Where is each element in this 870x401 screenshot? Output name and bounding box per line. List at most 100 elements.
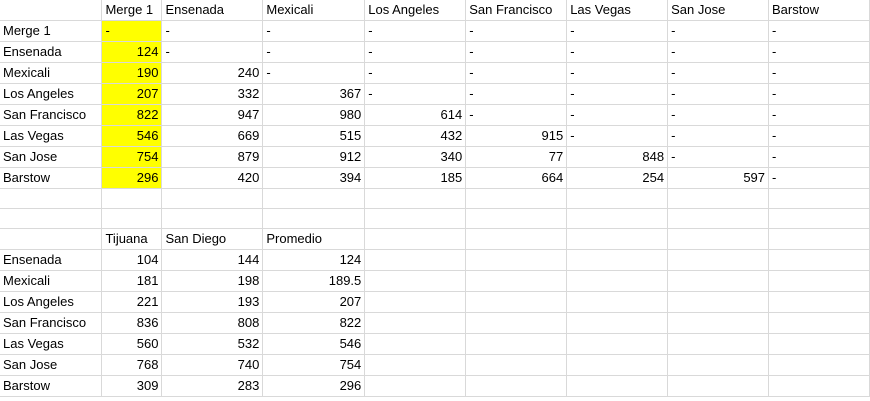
empty-cell[interactable] [364,228,467,250]
distance-cell[interactable]: - [667,104,770,126]
empty-cell[interactable] [0,188,103,209]
empty-cell[interactable] [768,375,870,397]
distance-cell[interactable]: 848 [566,146,669,168]
distance-cell[interactable]: - [667,41,770,63]
distance-cell[interactable]: - [768,146,870,168]
distance-cell[interactable]: 296 [101,167,163,189]
distance-cell[interactable]: 546 [101,125,163,147]
empty-cell[interactable] [768,228,870,250]
row-header-cell[interactable]: San Francisco [0,312,103,334]
value-cell[interactable]: 822 [262,312,366,334]
empty-cell[interactable] [667,228,770,250]
distance-cell[interactable]: - [768,20,870,42]
row-header-cell[interactable]: Barstow [0,375,103,397]
distance-cell[interactable]: - [667,62,770,84]
empty-cell[interactable] [768,291,870,313]
distance-cell[interactable]: - [667,20,770,42]
distance-cell[interactable]: - [465,20,568,42]
value-cell[interactable]: 221 [101,291,163,313]
distance-cell[interactable]: - [101,20,163,42]
distance-cell[interactable]: - [768,167,870,189]
row-header-cell[interactable]: Barstow [0,167,103,189]
empty-cell[interactable] [768,354,870,376]
empty-cell[interactable] [364,312,467,334]
corner-cell[interactable] [0,228,103,250]
value-cell[interactable]: 181 [101,270,163,292]
value-cell[interactable]: 808 [161,312,264,334]
empty-cell[interactable] [465,228,568,250]
distance-cell[interactable]: - [465,41,568,63]
empty-cell[interactable] [566,312,669,334]
empty-cell[interactable] [667,208,770,229]
empty-cell[interactable] [768,208,870,229]
value-cell[interactable]: 207 [262,291,366,313]
corner-cell[interactable] [0,0,103,21]
distance-cell[interactable]: - [667,125,770,147]
distance-cell[interactable]: 614 [364,104,467,126]
distance-cell[interactable]: 340 [364,146,467,168]
empty-cell[interactable] [566,249,669,271]
empty-cell[interactable] [101,188,163,209]
value-cell[interactable]: 740 [161,354,264,376]
value-cell[interactable]: 198 [161,270,264,292]
distance-cell[interactable]: 947 [161,104,264,126]
distance-cell[interactable]: - [566,104,669,126]
empty-cell[interactable] [667,249,770,271]
column-header-cell[interactable]: Las Vegas [566,0,669,21]
empty-cell[interactable] [101,208,163,229]
value-cell[interactable]: 193 [161,291,264,313]
empty-cell[interactable] [465,208,568,229]
empty-cell[interactable] [566,228,669,250]
empty-cell[interactable] [0,208,103,229]
distance-cell[interactable]: - [566,41,669,63]
value-cell[interactable]: 309 [101,375,163,397]
distance-cell[interactable]: 420 [161,167,264,189]
row-header-cell[interactable]: San Jose [0,146,103,168]
empty-cell[interactable] [364,208,467,229]
distance-cell[interactable]: - [161,41,264,63]
distance-cell[interactable]: 515 [262,125,366,147]
empty-cell[interactable] [465,249,568,271]
distance-cell[interactable]: - [161,20,264,42]
distance-cell[interactable]: 432 [364,125,467,147]
empty-cell[interactable] [161,188,264,209]
distance-cell[interactable]: - [768,62,870,84]
distance-cell[interactable]: 254 [566,167,669,189]
empty-cell[interactable] [465,270,568,292]
empty-cell[interactable] [465,312,568,334]
value-cell[interactable]: 532 [161,333,264,355]
value-cell[interactable]: 754 [262,354,366,376]
row-header-cell[interactable]: Merge 1 [0,20,103,42]
distance-cell[interactable]: - [465,62,568,84]
value-cell[interactable]: 189.5 [262,270,366,292]
distance-cell[interactable]: 185 [364,167,467,189]
distance-cell[interactable]: 207 [101,83,163,105]
distance-cell[interactable]: - [667,146,770,168]
empty-cell[interactable] [667,312,770,334]
distance-cell[interactable]: - [768,41,870,63]
row-header-cell[interactable]: Mexicali [0,270,103,292]
distance-cell[interactable]: - [768,125,870,147]
empty-cell[interactable] [262,208,366,229]
distance-cell[interactable]: 240 [161,62,264,84]
empty-cell[interactable] [364,354,467,376]
empty-cell[interactable] [768,188,870,209]
distance-cell[interactable]: 669 [161,125,264,147]
column-header-cell[interactable]: Los Angeles [364,0,467,21]
distance-cell[interactable]: - [364,20,467,42]
column-header-cell[interactable]: Mexicali [262,0,366,21]
column-header-cell[interactable]: Promedio [262,228,366,250]
distance-cell[interactable]: - [566,20,669,42]
distance-cell[interactable]: 915 [465,125,568,147]
empty-cell[interactable] [465,188,568,209]
row-header-cell[interactable]: Las Vegas [0,333,103,355]
row-header-cell[interactable]: Los Angeles [0,291,103,313]
empty-cell[interactable] [364,270,467,292]
value-cell[interactable]: 144 [161,249,264,271]
empty-cell[interactable] [566,208,669,229]
distance-cell[interactable]: 879 [161,146,264,168]
distance-cell[interactable]: 597 [667,167,770,189]
distance-cell[interactable]: 664 [465,167,568,189]
row-header-cell[interactable]: Los Angeles [0,83,103,105]
row-header-cell[interactable]: Ensenada [0,249,103,271]
